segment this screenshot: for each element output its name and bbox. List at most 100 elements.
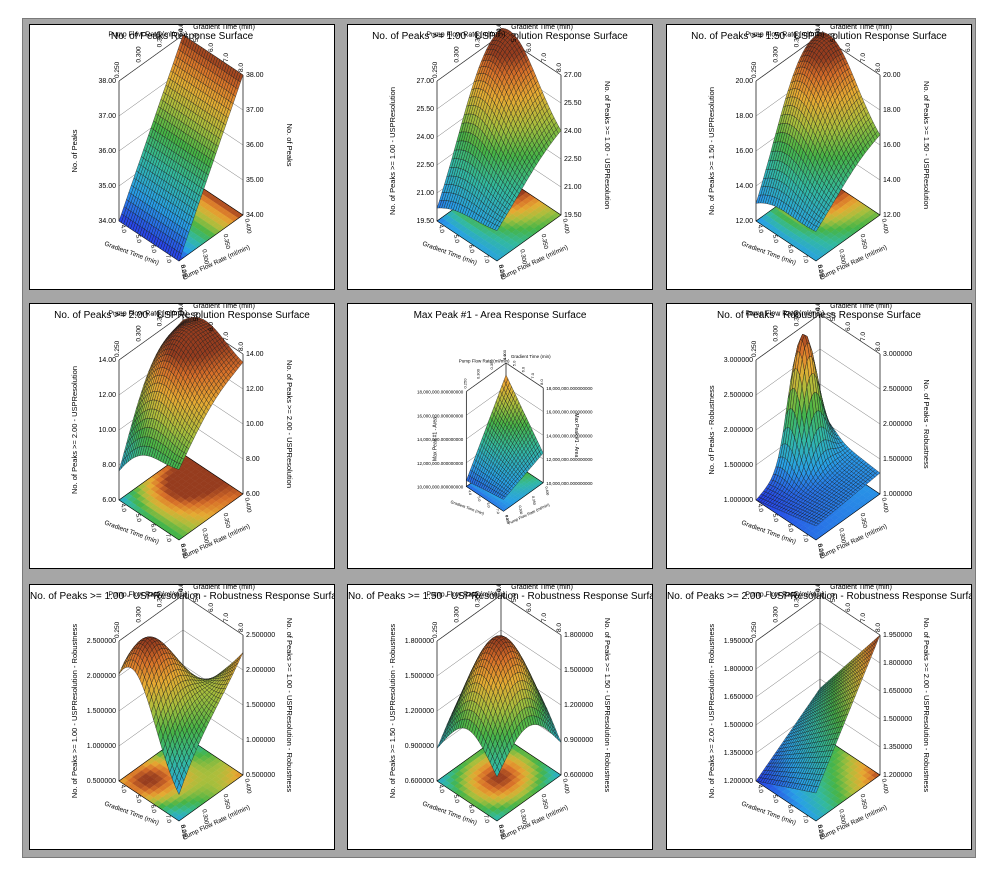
chart-panel-6: No. of Peaks - Robustness Response Surfa… [666, 303, 972, 569]
z-axis-label-right: No. of Peaks - Robustness [922, 379, 931, 468]
y-tick-label-top: 5.0 [193, 33, 200, 42]
z-axis-label-left: No. of Peaks >= 1.00 - USPResolution - R… [70, 624, 79, 799]
x-tick-label-top: 0.300 [135, 606, 142, 623]
y-tick-label-top: 6.0 [521, 366, 526, 372]
x-tick-label-top: 0.350 [475, 591, 482, 608]
x-tick-label-top: 0.350 [489, 359, 494, 370]
y-tick-label-top: 8.0 [875, 623, 882, 632]
y-tick-label-top: 5.0 [830, 593, 837, 602]
x-tick-label-bottom: 0.400 [243, 778, 252, 794]
chart-panel-1: No. of Peaks Response Surface 34.00 34.00 3… [29, 24, 335, 290]
z-axis-label-right: No. of Peaks >= 2.00 - USPResolution - R… [922, 618, 931, 793]
y-tick-label-bottom: 8.0 [816, 543, 823, 553]
y-axis-label-top: Gradient Time (min) [830, 304, 892, 310]
y-tick-label-top: 6.0 [208, 43, 215, 52]
chart-panel-8: No. of Peaks >= 1.50 - USPResolution - R… [347, 584, 653, 850]
y-tick-label-bottom: 6.0 [467, 804, 474, 814]
x-tick-label-bottom: 0.350 [859, 234, 868, 250]
y-tick-label-bottom: 5.0 [134, 794, 141, 804]
z-tick-label-right: 2.500000 [246, 632, 275, 639]
response-surface [436, 28, 562, 231]
x-tick-label-top: 0.350 [794, 310, 801, 327]
z-tick-label-right: 6.00 [246, 491, 260, 498]
x-tick-label-top: 0.400 [178, 25, 185, 32]
z-tick-label-right: 35.00 [246, 177, 264, 184]
response-surface [118, 636, 244, 795]
z-tick-label-right: 0.500000 [246, 772, 275, 779]
z-axis-label-left: No. of Peaks >= 1.00 - USPResolution [388, 87, 397, 215]
x-tick-label-bottom: 0.300 [518, 809, 527, 825]
y-axis-label-top: Gradient Time (min) [830, 25, 892, 31]
z-tick-label-right: 1.800000 [564, 632, 593, 639]
y-tick-label-bottom: 4.0 [437, 784, 444, 794]
x-axis-label-top: Pump Flow Rate (ml/min) [745, 31, 824, 38]
response-surface [466, 374, 544, 500]
x-tick-label-bottom: 0.300 [837, 249, 846, 265]
x-tick-label-top: 0.350 [794, 591, 801, 608]
response-surface [755, 32, 881, 232]
response-surface [755, 333, 881, 527]
y-tick-label-bottom: 5.0 [771, 234, 778, 244]
x-tick-label-bottom: 0.400 [243, 218, 252, 234]
z-tick-label-left: 6.00 [102, 497, 116, 504]
x-tick-label-bottom: 0.250 [497, 264, 506, 280]
z-tick-label-right: 10,000,000.000000000 [546, 481, 593, 486]
z-tick-labels: 0.600000 0.600000 0.900000 0.900000 1.200000… [405, 632, 594, 785]
z-tick-label-right: 16,000,000.000000000 [546, 410, 593, 415]
x-tick-label-bottom: 0.350 [222, 794, 231, 810]
z-tick-label-right: 1.650000 [883, 688, 912, 695]
x-tick-label-top: 0.350 [157, 310, 164, 327]
y-tick-label-top: 7.0 [860, 332, 867, 341]
y-tick-label-bottom: 4.0 [756, 784, 763, 794]
x-tick-label-bottom: 0.400 [544, 486, 549, 495]
z-tick-label-right: 1.500000 [883, 716, 912, 723]
x-tick-label-bottom: 0.400 [880, 497, 889, 513]
y-tick-label-bottom: 6.0 [486, 502, 491, 508]
y-tick-label-top: 8.0 [556, 63, 563, 72]
x-tick-label-top: 0.400 [815, 585, 822, 592]
z-tick-label-left: 1.500000 [724, 462, 753, 469]
y-tick-label-bottom: 7.0 [482, 254, 489, 264]
z-tick-labels: 12.00 12.00 14.00 14.00 16.00 16.00 18.00 18.00… [735, 72, 900, 225]
x-tick-label-bottom: 0.350 [222, 513, 231, 529]
x-tick-label-top: 0.300 [476, 368, 481, 379]
z-axis-label-right: No. of Peaks [285, 124, 294, 167]
y-tick-label-bottom: 8.0 [497, 264, 504, 274]
y-tick-label-top: 5.0 [193, 593, 200, 602]
z-axis-label-right: No. of Peaks >= 1.50 - USPResolution - R… [603, 618, 612, 793]
y-axis-label-top: Gradient Time (min) [193, 585, 255, 591]
z-tick-label-left: 16.00 [735, 148, 753, 155]
x-tick-label-top: 0.350 [157, 591, 164, 608]
surface-plot: 0.500000 0.500000 1.000000 1.000000 1.500000… [70, 585, 294, 841]
x-tick-label-top: 0.400 [178, 304, 185, 311]
chart-panel-4: No. of Peaks >= 2.00 - USPResolution Res… [29, 303, 335, 569]
z-axis-label-right: No. of Peaks >= 1.00 - USPResolution - R… [285, 618, 294, 793]
z-tick-label-left: 2.500000 [87, 638, 116, 645]
x-tick-label-bottom: 0.250 [816, 543, 825, 559]
surface-plot: 1.000000 1.000000 1.500000 1.500000 2.000000… [707, 304, 931, 560]
y-tick-label-bottom: 5.0 [452, 794, 459, 804]
x-axis-label-top: Pump Flow Rate (ml/min) [745, 310, 824, 317]
z-tick-label-left: 16,000,000.000000000 [417, 413, 464, 418]
x-tick-label-bottom: 0.250 [179, 824, 188, 840]
y-tick-label-top: 6.0 [845, 43, 852, 52]
z-tick-label-left: 2.500000 [724, 392, 753, 399]
z-tick-label-left: 19.50 [416, 218, 434, 225]
y-tick-label-top: 6.0 [845, 322, 852, 331]
y-tick-label-top: 7.0 [860, 613, 867, 622]
x-axis-label-top: Pump Flow Rate (ml/min) [426, 591, 505, 598]
z-tick-label-right: 36.00 [246, 142, 264, 149]
y-tick-label-top: 6.0 [845, 603, 852, 612]
z-tick-label-left: 24.00 [416, 134, 434, 141]
z-axis-label-left: No. of Peaks - Robustness [707, 385, 716, 474]
z-tick-label-left: 22.50 [416, 162, 434, 169]
y-tick-label-top: 4.0 [178, 25, 185, 32]
floor-contour [118, 453, 244, 541]
x-axis-label-top: Pump Flow Rate (ml/min) [108, 591, 187, 598]
z-tick-labels: 34.00 34.00 35.00 35.00 36.00 36.00 37.00 37.00… [98, 72, 263, 225]
y-tick-label-bottom: 6.0 [786, 244, 793, 254]
y-tick-label-top: 4.0 [178, 585, 185, 592]
y-tick-label-top: 8.0 [539, 378, 544, 384]
